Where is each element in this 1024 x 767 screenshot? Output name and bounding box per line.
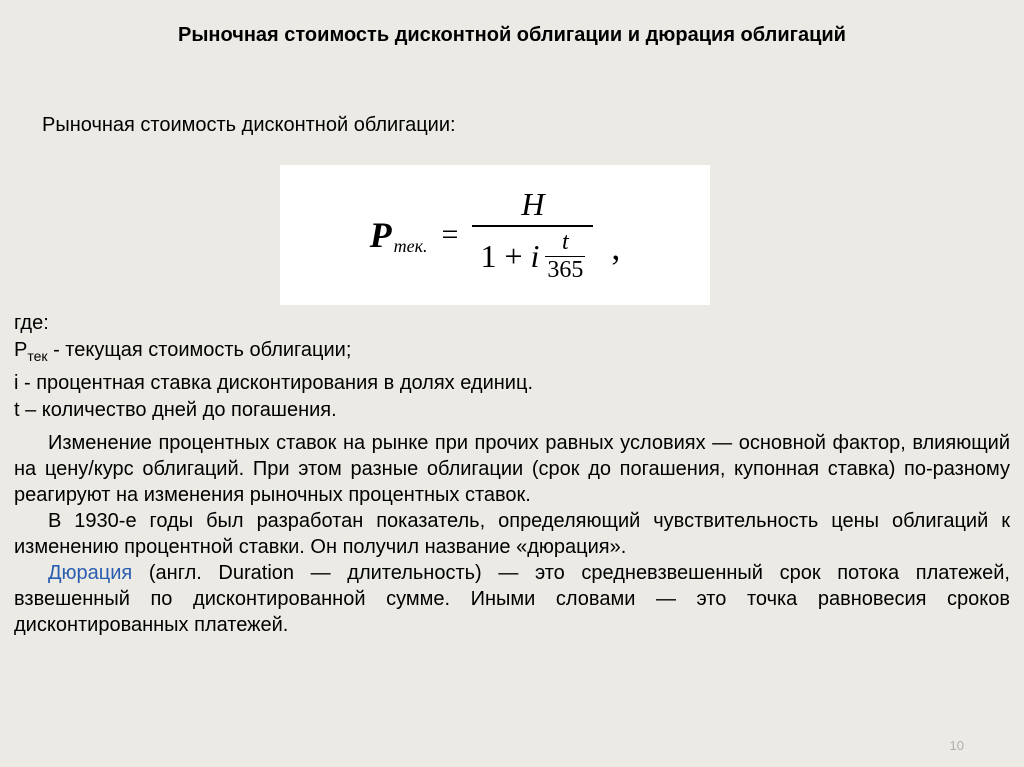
- definition-p: Ртек - текущая стоимость облигации;: [14, 337, 1010, 370]
- numerator: H: [513, 186, 552, 225]
- denom-prefix: 1 + i: [480, 238, 539, 275]
- formula-lhs: P тек.: [370, 214, 428, 256]
- paragraph-3-rest: (англ. Duration — длительность) — это ср…: [14, 562, 1010, 636]
- definition-i: i - процентная ставка дисконтирования в …: [14, 370, 1010, 397]
- subfrac-den: 365: [547, 257, 583, 284]
- sub-fraction: t 365: [545, 229, 585, 285]
- paragraph-1: Изменение процентных ставок на рынке при…: [14, 430, 1010, 508]
- page-number: 10: [950, 738, 964, 753]
- formula: P тек. = H 1 + i t 365 ,: [370, 186, 621, 285]
- trailing-comma: ,: [611, 226, 620, 268]
- subtitle: Рыночная стоимость дисконтной облигации:: [42, 114, 456, 137]
- paragraph-3: Дюрация (англ. Duration — длительность) …: [14, 560, 1010, 638]
- def-p-rest: - текущая стоимость облигации;: [48, 339, 352, 361]
- main-fraction: H 1 + i t 365: [472, 186, 593, 285]
- formula-P: P: [370, 214, 392, 256]
- subfrac-num: t: [562, 229, 569, 256]
- duration-term: Дюрация: [48, 562, 132, 584]
- definition-t: t – количество дней до погашения.: [14, 397, 1010, 424]
- body-text: Изменение процентных ставок на рынке при…: [14, 430, 1010, 638]
- where-label: где:: [14, 310, 1010, 337]
- formula-box: P тек. = H 1 + i t 365 ,: [280, 165, 710, 305]
- def-p-sym: Р: [14, 339, 27, 361]
- denominator: 1 + i t 365: [472, 227, 593, 285]
- where-block: где: Ртек - текущая стоимость облигации;…: [14, 310, 1010, 424]
- page-title: Рыночная стоимость дисконтной облигации …: [0, 24, 1024, 47]
- equals-sign: =: [442, 218, 459, 252]
- paragraph-2: В 1930-е годы был разработан показатель,…: [14, 508, 1010, 560]
- def-p-sub: тек: [27, 348, 47, 364]
- formula-P-sub: тек.: [394, 236, 428, 257]
